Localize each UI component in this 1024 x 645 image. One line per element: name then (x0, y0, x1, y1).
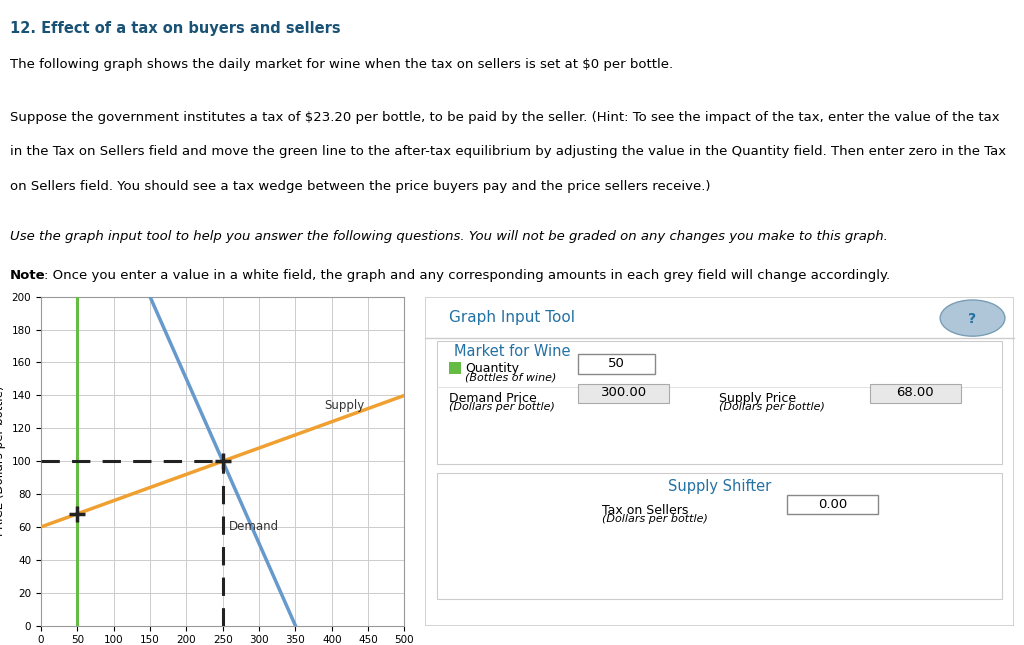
Text: Supply Shifter: Supply Shifter (668, 479, 771, 494)
Text: 50: 50 (608, 357, 625, 370)
Text: (Dollars per bottle): (Dollars per bottle) (719, 402, 825, 412)
Text: Demand: Demand (228, 521, 279, 533)
FancyBboxPatch shape (436, 341, 1001, 464)
FancyBboxPatch shape (578, 384, 670, 402)
Y-axis label: PRICE (Dollars per bottle): PRICE (Dollars per bottle) (0, 386, 6, 537)
FancyBboxPatch shape (787, 495, 879, 515)
Text: Suppose the government institutes a tax of $23.20 per bottle, to be paid by the : Suppose the government institutes a tax … (10, 111, 999, 124)
Text: Supply Price: Supply Price (719, 392, 797, 405)
Text: (Dollars per bottle): (Dollars per bottle) (601, 514, 708, 524)
Text: 12. Effect of a tax on buyers and sellers: 12. Effect of a tax on buyers and seller… (10, 21, 341, 36)
Text: The following graph shows the daily market for wine when the tax on sellers is s: The following graph shows the daily mark… (10, 58, 674, 71)
Text: Quantity: Quantity (465, 362, 519, 375)
Text: Demand Price: Demand Price (449, 392, 537, 405)
Circle shape (940, 300, 1005, 336)
FancyBboxPatch shape (869, 384, 961, 402)
Text: Tax on Sellers: Tax on Sellers (601, 504, 688, 517)
Text: 68.00: 68.00 (897, 386, 934, 399)
Text: 300.00: 300.00 (601, 386, 647, 399)
Text: (Bottles of wine): (Bottles of wine) (465, 372, 556, 382)
FancyBboxPatch shape (436, 473, 1001, 599)
FancyBboxPatch shape (449, 361, 462, 374)
Text: ?: ? (969, 312, 977, 326)
Text: Note: Note (10, 270, 46, 283)
FancyBboxPatch shape (578, 354, 654, 374)
FancyBboxPatch shape (425, 297, 1014, 626)
Text: on Sellers field. You should see a tax wedge between the price buyers pay and th: on Sellers field. You should see a tax w… (10, 179, 711, 192)
Text: (Dollars per bottle): (Dollars per bottle) (449, 402, 554, 412)
Text: Supply: Supply (325, 399, 365, 412)
Text: : Once you enter a value in a white field, the graph and any corresponding amoun: : Once you enter a value in a white fiel… (44, 270, 891, 283)
Text: in the Tax on Sellers field and move the green line to the after-tax equilibrium: in the Tax on Sellers field and move the… (10, 145, 1007, 158)
Text: Use the graph input tool to help you answer the following questions. You will no: Use the graph input tool to help you ans… (10, 230, 888, 243)
Text: Graph Input Tool: Graph Input Tool (449, 310, 574, 325)
Text: Market for Wine: Market for Wine (455, 344, 571, 359)
Text: 0.00: 0.00 (818, 498, 848, 511)
